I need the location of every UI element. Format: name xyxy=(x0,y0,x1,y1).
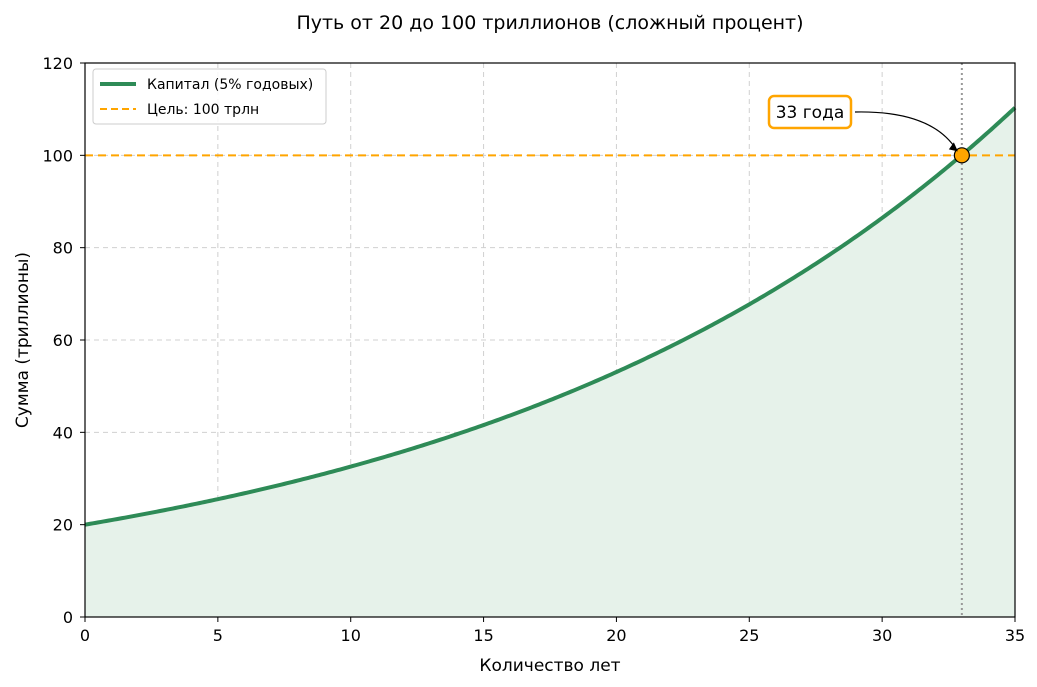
y-tick-label: 40 xyxy=(53,423,73,442)
x-tick-label: 20 xyxy=(606,626,626,645)
y-tick-label: 60 xyxy=(53,331,73,350)
x-tick-label: 15 xyxy=(473,626,493,645)
y-tick-label: 120 xyxy=(42,54,73,73)
y-tick-label: 80 xyxy=(53,239,73,258)
plot-area: 0 5 10 15 20 25 30 35 0 20 40 60 80 100 120 33 года xyxy=(42,54,1025,645)
legend: Капитал (5% годовых) Цель: 100 трлн xyxy=(92,68,327,125)
x-tick-label: 30 xyxy=(872,626,892,645)
legend-label-capital: Капитал (5% годовых) xyxy=(147,77,313,93)
x-tick-label: 0 xyxy=(80,626,90,645)
annotation-text: 33 года xyxy=(776,103,845,123)
y-tick-label: 0 xyxy=(63,608,73,627)
goal-marker xyxy=(953,147,970,164)
capital-area-fill xyxy=(85,107,1015,617)
legend-label-target: Цель: 100 трлн xyxy=(147,102,259,118)
chart-title: Путь от 20 до 100 триллионов (сложный пр… xyxy=(296,12,803,34)
x-tick-label: 35 xyxy=(1005,626,1025,645)
annotation-box xyxy=(767,94,853,130)
x-tick-label: 5 xyxy=(213,626,223,645)
annotation-arrow-head xyxy=(948,142,958,152)
x-axis-label: Количество лет xyxy=(479,656,620,676)
y-tick-label: 20 xyxy=(53,516,73,535)
y-tick-label: 100 xyxy=(42,146,73,165)
annotation-arrow xyxy=(854,111,958,151)
y-axis-label: Сумма (триллионы) xyxy=(13,252,33,428)
x-tick-label: 25 xyxy=(739,626,759,645)
capital-line xyxy=(84,106,1017,527)
x-tick-label: 10 xyxy=(341,626,361,645)
legend-frame xyxy=(92,68,327,125)
